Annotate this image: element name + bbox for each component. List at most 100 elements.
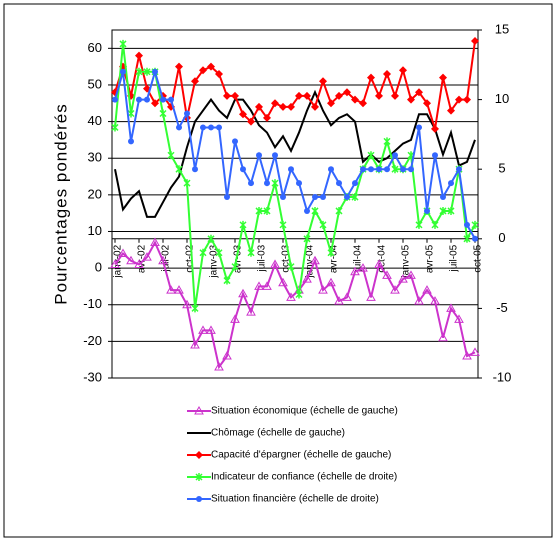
marker (423, 99, 431, 108)
marker (287, 262, 295, 271)
y2-tick-label: 15 (495, 21, 509, 36)
marker (400, 166, 406, 173)
marker (303, 234, 311, 243)
y-tick-label: -20 (83, 333, 102, 348)
marker (238, 288, 248, 298)
marker (232, 138, 238, 145)
marker (303, 91, 311, 100)
marker (327, 99, 335, 108)
marker (278, 277, 288, 287)
legend-label: Chômage (échelle de gauche) (211, 428, 345, 439)
marker (296, 180, 302, 187)
marker (302, 274, 312, 283)
marker (182, 299, 192, 309)
marker (176, 124, 182, 131)
marker (183, 179, 191, 188)
marker (175, 165, 183, 174)
x-tick-label: juil-02 (161, 244, 172, 272)
marker (416, 124, 422, 131)
marker (272, 152, 278, 159)
marker (254, 281, 264, 290)
x-tick-label: janv-05 (401, 244, 412, 278)
marker (184, 110, 190, 117)
marker (351, 95, 359, 104)
marker (310, 255, 320, 265)
marker (239, 220, 247, 229)
marker (215, 69, 223, 78)
marker (472, 235, 478, 242)
marker (255, 206, 263, 215)
marker (368, 166, 374, 173)
marker (142, 252, 152, 261)
marker (431, 220, 439, 229)
marker (144, 96, 150, 103)
marker (159, 109, 167, 118)
marker (383, 69, 391, 78)
marker (231, 91, 239, 100)
marker (223, 91, 231, 100)
marker (344, 194, 350, 201)
marker (432, 152, 438, 159)
marker (111, 123, 119, 132)
marker (207, 234, 215, 243)
marker (408, 166, 414, 173)
marker (470, 347, 480, 356)
series-line (114, 240, 476, 370)
marker (190, 340, 200, 349)
series-line (114, 43, 476, 309)
x-tick-label: avr-04 (329, 244, 340, 273)
marker (168, 96, 174, 103)
y-tick-label: 60 (88, 40, 102, 55)
marker (359, 99, 367, 108)
marker (415, 88, 423, 97)
marker (195, 451, 203, 459)
marker (262, 281, 272, 290)
marker (366, 292, 376, 301)
marker (223, 276, 231, 285)
marker (367, 73, 375, 82)
marker (327, 248, 335, 257)
marker (128, 138, 134, 145)
marker (382, 270, 392, 279)
marker (263, 113, 271, 122)
marker (160, 96, 166, 103)
marker (158, 255, 168, 265)
marker (118, 248, 128, 257)
marker (195, 473, 203, 481)
marker (342, 292, 352, 301)
marker (198, 325, 208, 334)
marker (110, 259, 120, 268)
marker (191, 304, 199, 313)
marker (191, 77, 199, 86)
marker (447, 206, 455, 215)
marker (174, 285, 184, 294)
marker (167, 151, 175, 160)
marker (399, 66, 407, 75)
marker (230, 314, 240, 323)
marker (424, 207, 430, 214)
x-tick-label: oct-04 (377, 244, 388, 272)
y-tick-label: -30 (83, 369, 102, 384)
marker (135, 51, 143, 60)
y2-tick-label: 10 (495, 91, 509, 106)
marker (112, 96, 118, 103)
y2-tick-label: -5 (496, 300, 508, 315)
marker (415, 220, 423, 229)
marker (216, 124, 222, 131)
marker (206, 325, 216, 334)
y-tick-label: 20 (88, 186, 102, 201)
marker (247, 248, 255, 257)
marker (136, 96, 142, 103)
marker (207, 62, 215, 71)
marker (439, 206, 447, 215)
y2-tick-label: 5 (498, 161, 505, 176)
marker (318, 285, 328, 294)
marker (326, 277, 336, 287)
marker (152, 68, 158, 75)
x-tick-label: avr-05 (425, 244, 436, 273)
y-tick-label: 30 (88, 150, 102, 165)
marker (271, 179, 279, 188)
marker (320, 194, 326, 201)
marker (454, 314, 464, 323)
